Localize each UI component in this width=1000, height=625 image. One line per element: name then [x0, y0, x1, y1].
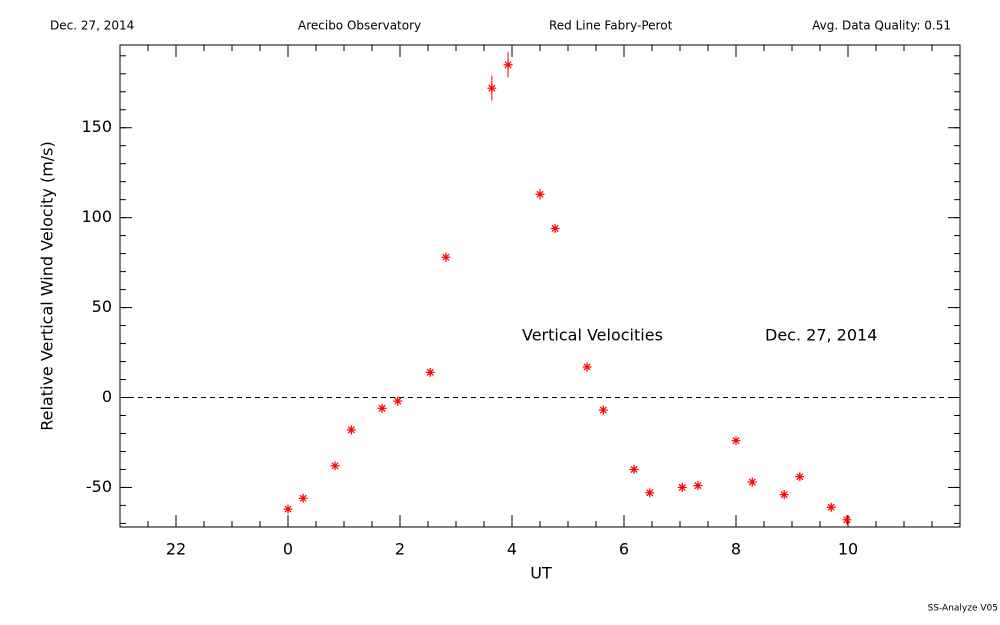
- data-point: [330, 461, 340, 471]
- data-point: [441, 252, 451, 262]
- annotation: Vertical Velocities: [522, 326, 663, 345]
- data-point: [425, 367, 435, 377]
- data-point: [677, 482, 687, 492]
- data-point: [645, 488, 655, 498]
- x-tick-label: 10: [838, 540, 858, 559]
- header-instrument: Red Line Fabry-Perot: [549, 19, 673, 33]
- x-tick-label: 2: [395, 540, 405, 559]
- x-tick-label: 6: [619, 540, 629, 559]
- data-point: [346, 425, 356, 435]
- x-tick-label: 4: [507, 540, 517, 559]
- data-point: [535, 189, 545, 199]
- data-point: [795, 472, 805, 482]
- data-point: [842, 515, 852, 525]
- data-point: [629, 464, 639, 474]
- data-point: [503, 60, 513, 70]
- y-tick-label: 50: [92, 297, 112, 316]
- header-quality: Avg. Data Quality: 0.51: [812, 19, 951, 33]
- y-axis-label: Relative Vertical Wind Velocity (m/s): [38, 141, 57, 431]
- x-tick-label: 8: [731, 540, 741, 559]
- data-point: [598, 405, 608, 415]
- y-tick-label: 150: [81, 117, 112, 136]
- data-point: [693, 481, 703, 491]
- x-tick-label: 0: [283, 540, 293, 559]
- footer: SS-Analyze V05: [928, 604, 998, 614]
- data-point: [779, 490, 789, 500]
- data-point: [826, 502, 836, 512]
- data-point: [550, 223, 560, 233]
- header-observatory: Arecibo Observatory: [298, 19, 421, 33]
- data-point: [731, 436, 741, 446]
- annotation: Dec. 27, 2014: [765, 326, 877, 345]
- x-tick-label: 22: [166, 540, 186, 559]
- x-axis-label: UT: [530, 564, 552, 583]
- data-point: [747, 477, 757, 487]
- data-point: [582, 362, 592, 372]
- data-point: [298, 493, 308, 503]
- data-point: [487, 83, 497, 93]
- data-point: [283, 504, 293, 514]
- data-point: [393, 396, 403, 406]
- y-tick-label: -50: [86, 477, 112, 496]
- y-tick-label: 0: [102, 387, 112, 406]
- y-tick-label: 100: [81, 207, 112, 226]
- plot-frame: [119, 44, 961, 528]
- data-point: [377, 403, 387, 413]
- header-date: Dec. 27, 2014: [50, 19, 134, 33]
